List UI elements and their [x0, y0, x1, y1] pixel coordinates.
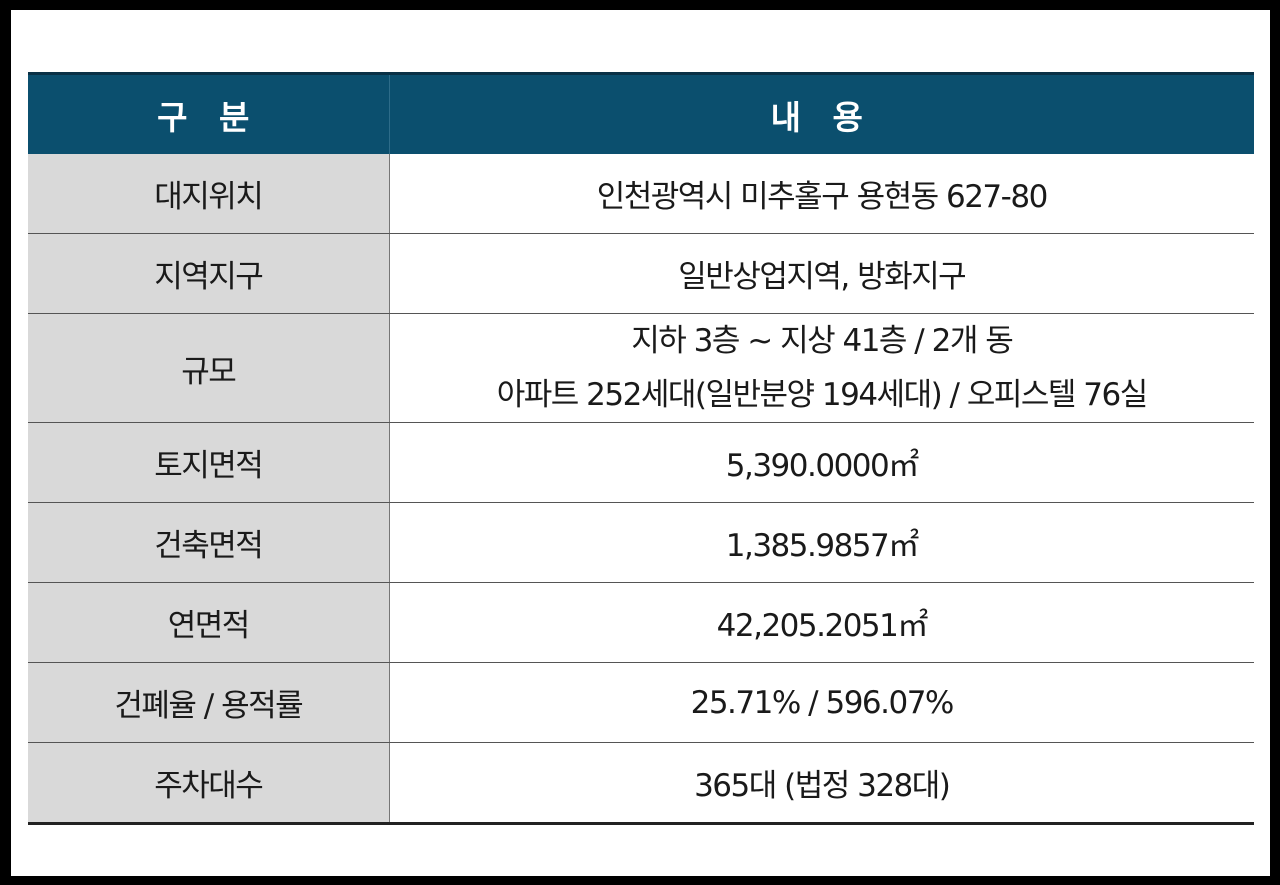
row-label: 규모 — [28, 313, 390, 423]
row-value: 일반상업지역, 방화지구 — [389, 233, 1254, 314]
row-value: 42,205.2051㎡ — [389, 582, 1254, 663]
header-category: 구 분 — [28, 72, 390, 154]
table-header-row: 구 분 내 용 — [28, 72, 1254, 154]
row-value: 5,390.0000㎡ — [389, 422, 1254, 503]
document-frame: 구 분 내 용 대지위치 인천광역시 미추홀구 용현동 627-80 지역지구 … — [11, 10, 1270, 876]
row-label: 대지위치 — [28, 154, 390, 234]
row-value: 1,385.9857㎡ — [389, 502, 1254, 583]
row-label: 연면적 — [28, 582, 390, 663]
table-row-scale: 규모 지하 3층 ~ 지상 41층 / 2개 동 아파트 252세대(일반분양 … — [28, 313, 1254, 423]
table-row-building-area: 건축면적 1,385.9857㎡ — [28, 502, 1254, 583]
row-label: 주차대수 — [28, 742, 390, 825]
table-row-gross-floor-area: 연면적 42,205.2051㎡ — [28, 582, 1254, 663]
header-content: 내 용 — [389, 72, 1254, 154]
row-value-line: 지하 3층 ~ 지상 41층 / 2개 동 — [631, 323, 1013, 359]
row-label: 건축면적 — [28, 502, 390, 583]
row-value: 25.71% / 596.07% — [389, 662, 1254, 743]
row-label: 지역지구 — [28, 233, 390, 314]
table-row-coverage-ratio: 건폐율 / 용적률 25.71% / 596.07% — [28, 662, 1254, 743]
project-overview-table: 구 분 내 용 대지위치 인천광역시 미추홀구 용현동 627-80 지역지구 … — [28, 72, 1254, 825]
row-value: 인천광역시 미추홀구 용현동 627-80 — [389, 154, 1254, 234]
row-value: 지하 3층 ~ 지상 41층 / 2개 동 아파트 252세대(일반분양 194… — [389, 313, 1254, 423]
row-value: 365대 (법정 328대) — [389, 742, 1254, 825]
table-row-parking: 주차대수 365대 (법정 328대) — [28, 742, 1254, 825]
row-value-line: 아파트 252세대(일반분양 194세대) / 오피스텔 76실 — [496, 377, 1149, 413]
table-row-site-location: 대지위치 인천광역시 미추홀구 용현동 627-80 — [28, 154, 1254, 234]
table-row-land-area: 토지면적 5,390.0000㎡ — [28, 422, 1254, 503]
table-row-zoning: 지역지구 일반상업지역, 방화지구 — [28, 233, 1254, 314]
row-label: 토지면적 — [28, 422, 390, 503]
row-label: 건폐율 / 용적률 — [28, 662, 390, 743]
